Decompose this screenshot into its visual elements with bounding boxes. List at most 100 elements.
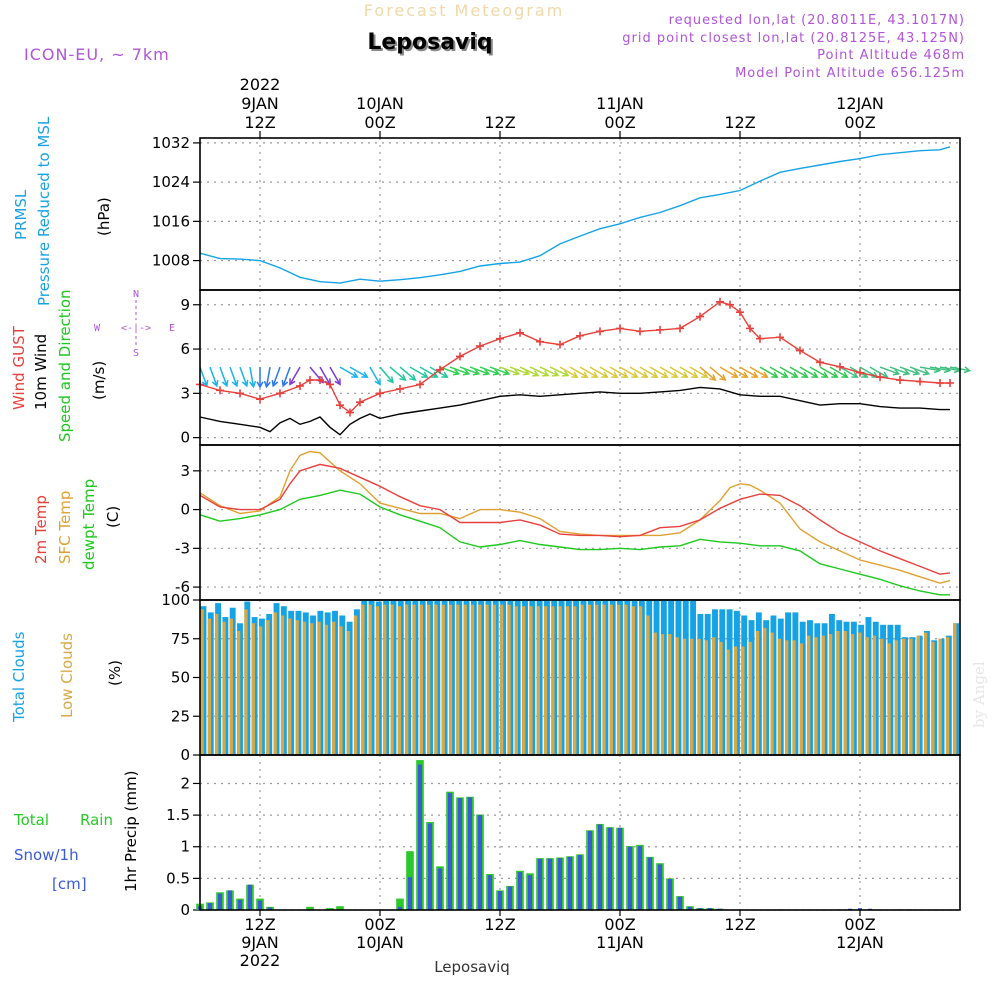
location-title-main: Leposaviq [367,30,492,55]
low-cloud-bar [814,637,818,755]
wind-barb-head [552,370,560,377]
wind-barb [529,366,549,377]
wind-barb [429,366,448,378]
wind-barb [399,366,416,381]
pressure-panel: 1008 1016 1024 1032 [152,134,961,291]
wind-barb-head [651,371,659,378]
label-wind-gust: Wind GUST [10,325,28,410]
snow-bar [248,884,252,910]
snow-bar [568,856,572,910]
low-cloud-bar [653,632,657,755]
model-name: ICON-EU, ~ 7km [24,45,170,64]
label-rain: Rain [80,811,113,829]
label-total: Total [13,811,49,829]
wind-barb-head [387,376,394,384]
low-cloud-bar [273,612,277,755]
snow-bar [638,846,642,910]
gust-point [816,358,824,367]
wind-barb [629,366,648,378]
low-cloud-bar [792,640,796,755]
label-low-clouds: Low Clouds [58,633,76,718]
rain-bar [306,906,314,910]
wind-barb [669,366,688,378]
wind-barb-head [912,368,921,376]
gust-point [796,346,804,355]
wind-barb-head [482,368,491,376]
low-cloud-bar [777,638,782,755]
low-cloud-bar [850,634,855,755]
low-cloud-bar [485,604,489,755]
low-cloud-bar [741,646,745,755]
low-cloud-bar [565,606,570,755]
low-cloud-bar [500,604,504,755]
snow-bar [678,896,682,910]
low-cloud-bar [602,604,606,755]
wind-barb [559,366,578,378]
wind-barb-head [512,368,521,376]
low-cloud-bar [902,638,906,755]
wind-barb [749,366,768,378]
low-cloud-bar [529,606,533,755]
wind-barb [729,366,748,378]
wind-barb [329,366,341,385]
low-cloud-bar [953,623,957,755]
wind-barb-head [741,371,749,378]
wind-barb-head [374,378,381,386]
y-tick-label: 6 [180,340,190,358]
gust-point [436,365,444,374]
snow-bar [598,824,602,910]
rain-bar [336,906,344,910]
bottom-axis-label: 12Z [484,915,515,934]
wind-barb [319,366,331,385]
low-cloud-bar [660,634,665,755]
low-cloud-bar [368,604,372,755]
compass-legend: N W <-|-> E S [94,289,175,359]
wind-barb [289,366,301,385]
wind-barb [272,366,281,387]
wind-barb-head [452,368,461,376]
y-tick-label: 25 [171,707,190,725]
wind-barb [389,366,406,381]
gust-point [716,297,724,306]
snow-bar [698,908,702,910]
label-pressure-unit: (hPa) [95,197,113,236]
wind-barb [709,366,726,381]
wind-barb-head [542,370,550,377]
label-cloud-unit: (%) [106,660,124,686]
wind-barb-head [751,371,759,378]
snow-bar [668,879,672,910]
low-cloud-bar [456,604,460,755]
top-axis-label: 9JAN [241,94,279,113]
low-cloud-bar [931,641,935,755]
gust-point [676,324,684,333]
y-tick-label: 1008 [152,252,190,270]
low-cloud-bar [573,606,577,755]
label-snow-cm: [cm] [52,875,87,893]
low-cloud-bar [427,604,431,755]
y-tick-label: 2 [180,774,190,792]
wind-barb [469,366,490,375]
snow-bar [708,908,712,910]
top-axis-label: 12Z [484,113,515,132]
gust-point [376,389,384,398]
low-cloud-bar [646,615,650,755]
low-cloud-bar [288,618,292,755]
compass-s: S [133,348,139,359]
gust-point [496,334,504,343]
wind-barb [509,366,530,375]
low-cloud-bar [785,640,789,755]
gust-point [736,308,744,317]
y-tick-label: 1 [180,838,190,856]
gust-point [296,381,304,390]
label-10m-wind: 10m Wind [32,334,50,410]
bottom-axis-label: 9JAN [241,933,279,952]
wind-barb-head [892,368,901,376]
wind-panel: 0 3 6 9 [180,289,972,447]
low-cloud-bar [514,606,518,755]
label-prmsl: PRMSL [12,189,30,240]
wind-barb-head [621,371,629,378]
low-cloud-bar [258,626,263,755]
wind-barb-head [761,371,769,378]
clouds-panel: 0 25 50 75 100 [161,591,961,764]
wind-barb [339,366,358,378]
